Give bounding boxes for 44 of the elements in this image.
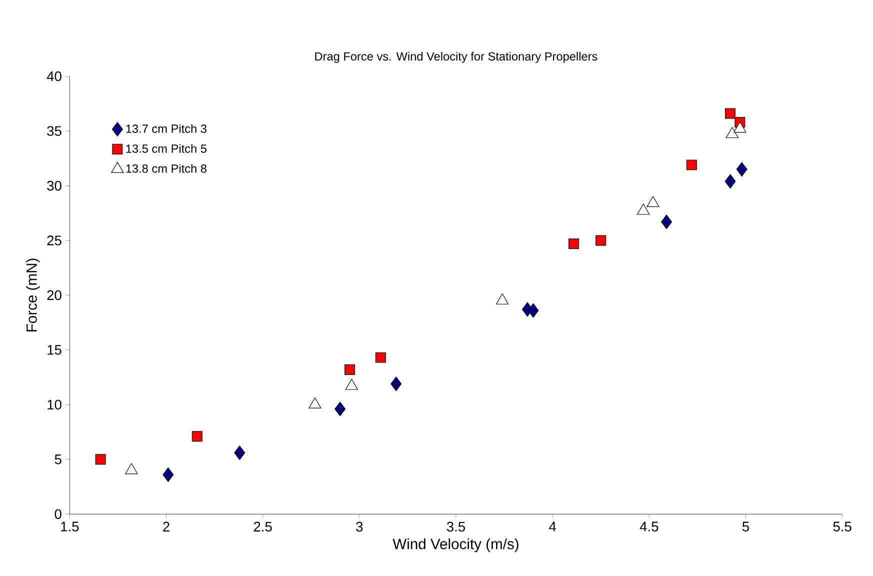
point <box>724 174 736 189</box>
y-tick-label: 25 <box>47 236 62 246</box>
y-tick-label: 5 <box>54 454 62 464</box>
y-tick-label: 0 <box>54 509 62 520</box>
y-tick-label: 10 <box>48 400 62 410</box>
x-tick-label: 5 <box>742 522 749 532</box>
x-tick-label: 2 <box>163 522 170 532</box>
y-tick-label: 35 <box>47 126 62 136</box>
point <box>308 398 322 409</box>
x-tick-label: 5.5 <box>833 522 852 532</box>
x-tick-label: 4 <box>549 522 556 532</box>
point <box>162 468 174 482</box>
point <box>334 402 346 416</box>
point <box>234 446 246 460</box>
x-tick-label: 1.5 <box>61 522 79 532</box>
chart-title: Drag Force vs. Wind Velocity for Stationary Propellers <box>315 52 598 64</box>
point <box>736 162 748 177</box>
legend-label: 13.7 cm Pitch 3 <box>126 124 206 134</box>
point <box>95 454 106 465</box>
point <box>390 376 402 392</box>
legend-label: 13.8 cm Pitch 8 <box>126 164 206 173</box>
x-tick-label: 3.5 <box>446 522 465 532</box>
point <box>596 235 606 246</box>
point <box>568 238 580 250</box>
point <box>725 108 736 119</box>
y-tick-label: 40 <box>46 72 62 82</box>
x-tick-label: 4.5 <box>640 522 658 532</box>
point <box>192 431 202 442</box>
x-axis-title: Wind Velocity (m/s) <box>392 538 518 552</box>
y-tick-label: 15 <box>48 345 62 355</box>
point <box>345 379 358 390</box>
x-tick-label: 3 <box>356 522 363 532</box>
point <box>375 352 386 364</box>
point <box>125 463 138 474</box>
point <box>344 364 355 376</box>
point <box>496 294 509 305</box>
y-tick-label: 30 <box>47 181 62 191</box>
point <box>661 214 672 230</box>
y-axis-title: Force (mN) <box>26 258 40 332</box>
point <box>528 304 539 318</box>
x-tick-label: 2.5 <box>254 522 272 532</box>
legend-label: 13.5 cm Pitch 5 <box>126 144 206 154</box>
y-tick-label: 20 <box>47 290 62 300</box>
point <box>686 160 697 170</box>
